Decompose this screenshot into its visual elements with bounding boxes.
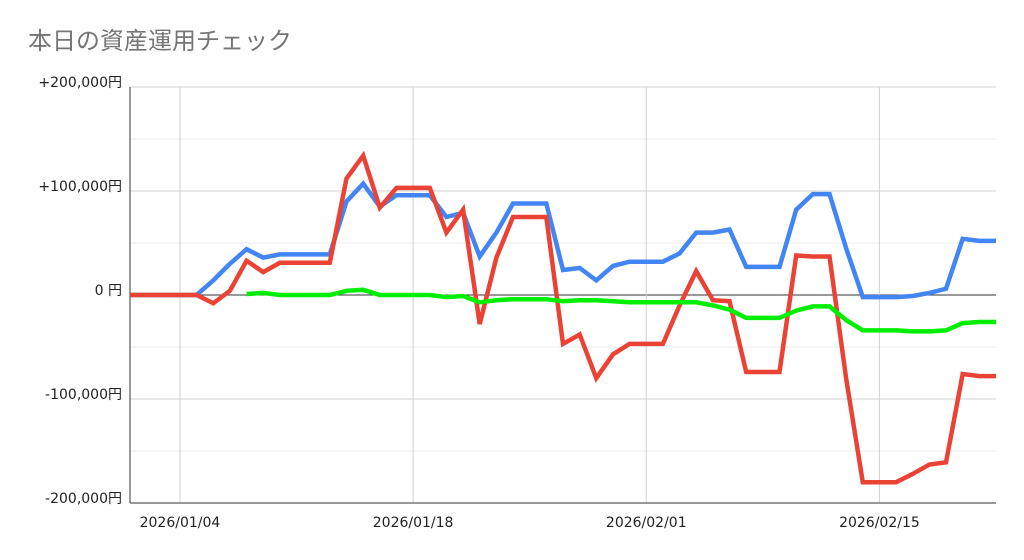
series-line <box>130 180 996 300</box>
x-tick-label: 2026/02/01 <box>606 515 687 531</box>
x-tick-label: 2026/02/15 <box>839 515 920 531</box>
y-tick-label: 0 円 <box>95 283 122 299</box>
y-tick-label: +200,000円 <box>38 75 122 91</box>
series-line <box>130 150 996 485</box>
y-tick-label: -100,000円 <box>45 387 122 403</box>
chart-title: 本日の資産運用チェック <box>28 27 292 55</box>
y-tick-label: +100,000円 <box>38 179 122 195</box>
y-tick-label: -200,000円 <box>45 491 122 507</box>
x-tick-label: 2026/01/18 <box>373 515 454 531</box>
x-tick-label: 2026/01/04 <box>140 515 221 531</box>
series-line <box>246 287 996 334</box>
